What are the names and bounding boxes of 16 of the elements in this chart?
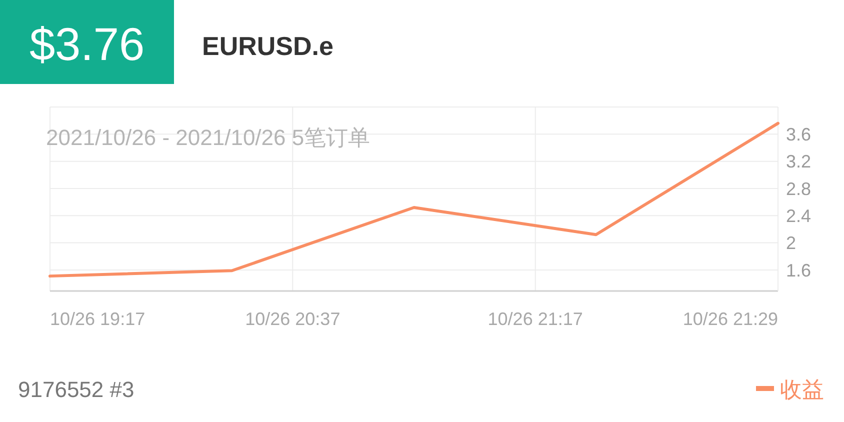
text: 10/26 20:37	[245, 309, 340, 329]
y-tick-label: 2	[786, 233, 796, 254]
text: 10/26 19:17	[50, 309, 146, 329]
legend-label: 收益	[780, 377, 824, 402]
y-tick-label: 3.2	[786, 152, 812, 172]
text: 10/26 21:29	[682, 309, 778, 329]
line-series	[48, 122, 780, 278]
text: 10/26 21:17	[488, 309, 583, 329]
text: 9176552 #3	[18, 377, 134, 402]
chart-title: $3.76	[29, 18, 145, 70]
y-tick-label: 3.6	[786, 124, 812, 144]
chart-subtitle: EURUSD.e	[202, 31, 334, 61]
annotation: 2021/10/26 - 2021/10/26 5笔订单	[46, 125, 370, 150]
y-tick-label: 2.4	[786, 206, 812, 226]
y-tick-label: 2.8	[786, 178, 812, 199]
y-tick-label: 1.6	[786, 260, 812, 280]
